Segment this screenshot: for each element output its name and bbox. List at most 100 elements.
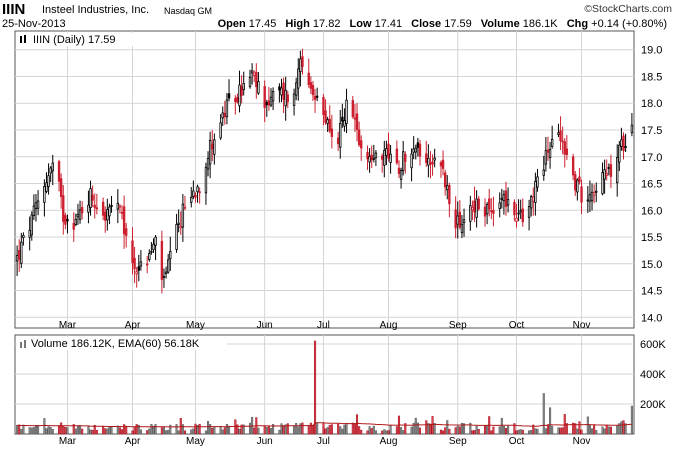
price-axis-tick: 16.5 xyxy=(641,179,662,191)
volume-bar xyxy=(62,426,65,435)
candle-body xyxy=(15,255,19,262)
volume-bar xyxy=(311,424,314,435)
candle-body xyxy=(630,124,634,134)
candle-body xyxy=(360,140,363,149)
candle-body xyxy=(624,145,627,148)
close-label: Close xyxy=(411,18,442,30)
volume-axis-tick: 400K xyxy=(640,369,666,381)
volume-bar xyxy=(150,424,153,435)
volume-bar xyxy=(49,427,52,435)
close-value: 17.59 xyxy=(444,18,472,30)
volume-bar xyxy=(72,424,75,435)
volume-bar xyxy=(368,426,371,435)
candle-body xyxy=(620,139,623,147)
volume-bar xyxy=(167,429,170,435)
candle-body xyxy=(431,161,434,165)
candle-body xyxy=(414,147,417,153)
candle-body xyxy=(353,117,357,120)
volume-bar xyxy=(385,430,388,435)
volume-bar xyxy=(278,429,281,435)
candle-body xyxy=(546,149,550,153)
volume-bar xyxy=(412,422,415,435)
ticker-symbol: IIIN xyxy=(2,1,26,18)
candle-body xyxy=(383,149,386,166)
candle-body xyxy=(78,209,82,220)
volume-bar xyxy=(454,427,457,435)
price-panel-frame xyxy=(14,30,635,329)
candle-body xyxy=(292,93,296,106)
price-axis-tick: 15.5 xyxy=(641,232,662,244)
candle-body xyxy=(57,161,61,182)
volume-bar xyxy=(360,429,363,435)
price-axis-tick: 18.5 xyxy=(641,71,662,83)
volume-bar xyxy=(297,426,300,435)
candle-body xyxy=(574,174,577,191)
volume-bar xyxy=(372,425,375,435)
volume-bar xyxy=(404,423,407,435)
volume-bar xyxy=(192,428,195,435)
volume-bar xyxy=(207,421,210,435)
volume-bar xyxy=(34,424,38,435)
volume-bar xyxy=(64,427,67,435)
volume-bar xyxy=(326,427,329,435)
volume-bar xyxy=(498,426,501,435)
candle-body xyxy=(181,203,185,228)
volume-bar xyxy=(139,429,142,435)
volume-bar xyxy=(534,428,537,435)
candle-body xyxy=(307,72,310,85)
volume-bar xyxy=(316,422,319,435)
candle-body xyxy=(240,86,243,96)
candle-body xyxy=(108,206,111,217)
candle-body xyxy=(20,241,23,264)
price-axis-tick: 16.0 xyxy=(641,205,662,217)
candle-body xyxy=(366,152,369,160)
volume-bar xyxy=(22,424,25,435)
month-label-price: Nov xyxy=(573,320,591,331)
volume-bar xyxy=(429,423,432,435)
volume-bar xyxy=(507,425,510,435)
candle-body xyxy=(330,128,334,137)
candle-body xyxy=(309,82,313,89)
volume-bar xyxy=(253,427,256,435)
candle-body xyxy=(590,191,594,202)
volume-bar xyxy=(446,420,449,435)
candle-body xyxy=(160,240,164,280)
open-value: 17.45 xyxy=(248,18,277,30)
open-label: Open xyxy=(217,18,246,30)
volume-bar xyxy=(519,429,522,435)
candle-body xyxy=(118,205,122,208)
volume-bar xyxy=(517,429,520,435)
candle-body xyxy=(355,113,359,130)
volume-bar xyxy=(586,416,589,435)
low-label: Low xyxy=(349,18,372,30)
candle-body xyxy=(343,120,346,127)
volume-bar xyxy=(183,430,186,435)
volume-bar xyxy=(28,427,31,435)
candle-body xyxy=(150,250,153,253)
volume-bar xyxy=(58,425,61,435)
legend-volume-icon xyxy=(24,340,26,348)
candle-body xyxy=(473,200,476,213)
volume-bar xyxy=(76,425,79,435)
volume-ema-line xyxy=(17,422,632,428)
candle-body xyxy=(425,153,428,163)
candle-body xyxy=(282,82,285,100)
candle-body xyxy=(565,148,569,155)
volume-bar xyxy=(578,421,581,435)
candle-body xyxy=(64,215,67,225)
candle-body xyxy=(263,86,266,108)
volume-bar xyxy=(618,423,621,435)
candle-body xyxy=(542,169,545,176)
candle-body xyxy=(502,194,506,201)
volume-bar xyxy=(133,426,136,435)
volume-bar xyxy=(179,418,182,435)
volume-bar xyxy=(607,426,610,435)
candle-body xyxy=(175,224,178,250)
candle-body xyxy=(257,81,260,94)
candle-body xyxy=(532,196,535,202)
volume-bar xyxy=(240,424,243,435)
stockcharts-brand[interactable]: ©StockCharts.com xyxy=(584,3,672,15)
volume-bar xyxy=(18,424,21,435)
candle-body xyxy=(454,209,457,229)
month-label-volume: May xyxy=(186,436,205,447)
